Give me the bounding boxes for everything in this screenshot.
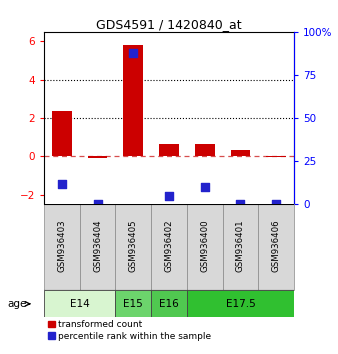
Text: E17.5: E17.5 — [225, 299, 255, 309]
Point — [273, 201, 279, 207]
Point — [130, 50, 136, 55]
Point — [166, 193, 172, 198]
Text: E15: E15 — [123, 299, 143, 309]
Point — [238, 201, 243, 207]
Bar — [115, 290, 151, 317]
Point — [59, 181, 65, 186]
Text: GSM936406: GSM936406 — [272, 219, 281, 272]
Bar — [266, 156, 286, 157]
Bar — [88, 156, 107, 158]
Text: GSM936402: GSM936402 — [165, 219, 173, 272]
Text: GSM936405: GSM936405 — [129, 219, 138, 272]
Bar — [258, 204, 294, 290]
Bar — [44, 290, 115, 317]
Text: GSM936401: GSM936401 — [236, 219, 245, 272]
Bar — [195, 144, 215, 156]
Bar — [223, 204, 258, 290]
Text: E16: E16 — [159, 299, 179, 309]
Bar — [80, 204, 115, 290]
Bar — [159, 144, 179, 156]
Text: E14: E14 — [70, 299, 90, 309]
Text: GSM936403: GSM936403 — [57, 219, 66, 272]
Bar — [151, 204, 187, 290]
Text: GSM936400: GSM936400 — [200, 219, 209, 272]
Bar — [123, 45, 143, 156]
Bar — [115, 204, 151, 290]
Point — [95, 201, 100, 207]
Bar — [187, 290, 294, 317]
Bar — [151, 290, 187, 317]
Bar — [52, 111, 72, 156]
Legend: transformed count, percentile rank within the sample: transformed count, percentile rank withi… — [48, 320, 212, 341]
Bar — [231, 150, 250, 156]
Title: GDS4591 / 1420840_at: GDS4591 / 1420840_at — [96, 18, 242, 31]
Text: age: age — [7, 299, 26, 309]
Bar — [44, 204, 80, 290]
Bar — [187, 204, 223, 290]
Text: GSM936404: GSM936404 — [93, 219, 102, 272]
Point — [202, 184, 208, 190]
